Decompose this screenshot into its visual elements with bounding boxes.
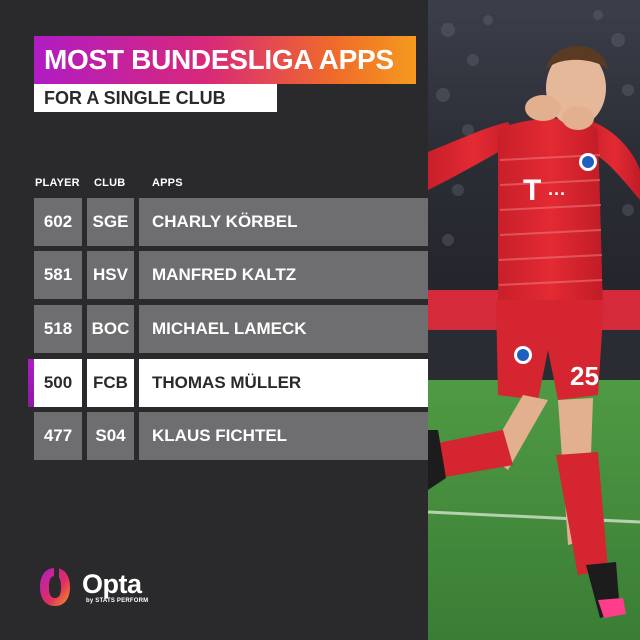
player-cell: MANFRED KALTZ	[139, 251, 428, 299]
shirt-number: 25	[570, 361, 599, 391]
apps-cell: 602	[34, 198, 82, 246]
celebration-image: T ··· 25	[428, 0, 640, 640]
sponsor-dots: ···	[548, 184, 566, 204]
apps-cell: 581	[34, 251, 82, 299]
brand-byline: by STATS PERFORM	[86, 598, 149, 604]
table-row: 602 SGE CHARLY KÖRBEL	[0, 198, 428, 246]
player-cell: THOMAS MÜLLER	[139, 359, 428, 407]
page-title: MOST BUNDESLIGA APPS	[34, 36, 416, 84]
club-cell: HSV	[87, 251, 134, 299]
column-header-apps: APPS	[152, 177, 183, 189]
club-cell: SGE	[87, 198, 134, 246]
highlight-marker	[28, 359, 34, 407]
apps-cell: 477	[34, 412, 82, 460]
club-cell: BOC	[87, 305, 134, 353]
player-cell: MICHAEL LAMECK	[139, 305, 428, 353]
apps-cell: 518	[34, 305, 82, 353]
player-photo: T ··· 25	[428, 0, 640, 640]
club-cell: FCB	[87, 359, 134, 407]
apps-cell: 500	[34, 359, 82, 407]
opta-logo-icon	[40, 566, 70, 606]
table-row: 581 HSV MANFRED KALTZ	[0, 251, 428, 299]
player-cell: CHARLY KÖRBEL	[139, 198, 428, 246]
column-header-club: CLUB	[94, 177, 126, 189]
club-cell: S04	[87, 412, 134, 460]
table-row: 518 BOC MICHAEL LAMECK	[0, 305, 428, 353]
player-cell: KLAUS FICHTEL	[139, 412, 428, 460]
sponsor-logo: T	[523, 174, 541, 207]
table-row-highlighted: 500 FCB THOMAS MÜLLER	[0, 359, 428, 407]
brand-name: Opta	[82, 569, 142, 599]
page-subtitle: FOR A SINGLE CLUB	[34, 84, 277, 112]
table-row: 477 S04 KLAUS FICHTEL	[0, 412, 428, 460]
graphic-panel: MOST BUNDESLIGA APPS FOR A SINGLE CLUB P…	[0, 36, 428, 606]
column-header-player: PLAYER	[35, 177, 80, 189]
